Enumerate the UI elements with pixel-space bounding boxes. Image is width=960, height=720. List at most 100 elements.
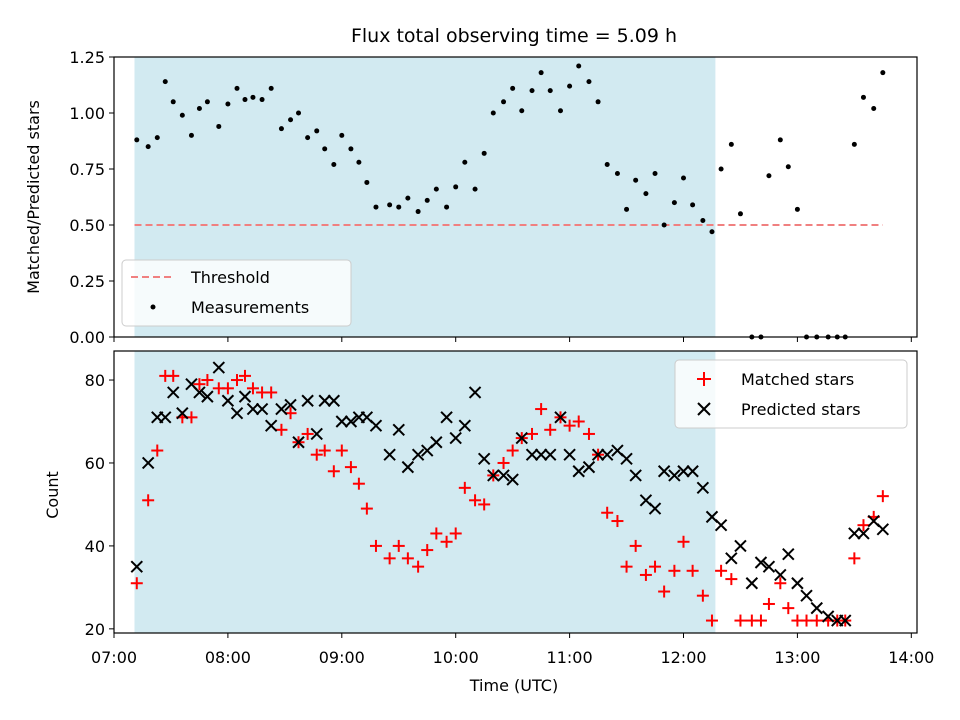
measurement-point [396, 204, 402, 210]
bottom-legend: Matched stars Predicted stars [674, 359, 908, 429]
predicted-star-marker [246, 402, 260, 416]
predicted-star-marker [857, 527, 870, 540]
measurement-point [154, 135, 160, 141]
matched-star-marker [478, 498, 491, 511]
xtick-label: 07:00 [91, 648, 137, 667]
bottom-ytick-label: 40 [85, 537, 105, 556]
matched-star-marker [201, 374, 214, 387]
measurement-point [681, 175, 687, 181]
predicted-star-marker [458, 419, 472, 432]
matched-star-marker [458, 481, 471, 494]
predicted-star-marker [657, 465, 671, 478]
predicted-star-marker [411, 448, 425, 461]
predicted-star-marker [745, 577, 759, 590]
matched-star-marker [800, 614, 813, 627]
matched-star-marker [469, 494, 482, 507]
matched-star-marker [352, 477, 365, 490]
top-ytick-label: 0.00 [69, 328, 105, 347]
matched-star-marker [526, 427, 539, 440]
predicted-star-marker [477, 452, 491, 466]
measurements-points [134, 63, 886, 340]
bottom-y-ticks: 20 40 60 80 [85, 371, 114, 639]
predicted-star-marker [292, 436, 305, 449]
matched-star-marker [810, 614, 823, 627]
top-panel: 0.00 0.25 0.50 0.75 1.00 1.25 Flux total obse… [24, 25, 918, 347]
measurement-point [737, 211, 743, 217]
matched-star-marker [782, 602, 795, 615]
predicted-star-marker [301, 394, 314, 407]
top-y-ticks: 0.00 0.25 0.50 0.75 1.00 1.25 [69, 48, 114, 347]
matched-star-marker [238, 369, 251, 382]
measurement-point [339, 132, 345, 138]
measurement-point [519, 108, 525, 114]
predicted-star-marker [167, 386, 180, 399]
predicted-star-marker [284, 398, 297, 412]
measurement-point [415, 209, 421, 215]
predicted-star-marker [554, 411, 567, 424]
predicted-star-marker [525, 448, 539, 461]
measurement-point [356, 159, 362, 165]
matched-star-marker [167, 369, 180, 382]
measurement-point [179, 112, 185, 118]
measurement-point [709, 229, 715, 235]
predicted-star-marker [754, 556, 768, 569]
matched-star-marker [392, 539, 405, 552]
matched-star-marker [301, 427, 314, 440]
matched-star-marker [440, 535, 453, 548]
measurement-point [373, 204, 379, 210]
measurement-point [557, 108, 563, 114]
predicted-star-marker [677, 465, 690, 478]
predicted-star-marker [686, 465, 699, 478]
measurement-point [880, 70, 886, 76]
matched-star-marker [344, 461, 357, 474]
matched-star-marker [686, 564, 699, 577]
matched-star-marker [639, 568, 652, 581]
predicted-star-marker [383, 448, 396, 461]
predicted-star-marker [591, 448, 605, 461]
matched-star-marker [151, 444, 164, 457]
predicted-star-marker [327, 394, 341, 407]
xtick-label: 14:00 [888, 648, 934, 667]
matched-star-marker [848, 552, 861, 565]
measurement-point [234, 85, 240, 91]
matched-star-marker [310, 448, 323, 461]
predicted-star-marker [130, 560, 143, 573]
matched-star-marker [360, 502, 373, 515]
xtick-label: 13:00 [774, 648, 820, 667]
measurement-point [259, 97, 265, 103]
bottom-legend-box [674, 359, 908, 429]
predicted-star-marker [344, 415, 358, 428]
measurement-point [567, 83, 573, 89]
predicted-star-marker [629, 469, 642, 482]
legend-threshold-label: Threshold [190, 268, 270, 287]
bottom-ytick-label: 20 [85, 620, 105, 639]
measurement-point [501, 99, 507, 105]
predicted-star-marker [544, 448, 557, 461]
top-y-axis-label: Matched/Predicted stars [24, 100, 43, 294]
predicted-star-marker [264, 419, 278, 432]
matched-star-marker [275, 423, 288, 436]
measurement-point [860, 94, 866, 100]
measurement-point [250, 94, 256, 100]
measurement-point [510, 85, 516, 91]
matched-star-marker [430, 527, 443, 540]
predicted-star-marker [762, 560, 776, 573]
predicted-star-marker [230, 406, 244, 420]
matched-star-marker [649, 560, 662, 573]
matched-star-marker [582, 427, 595, 440]
predicted-star-marker [497, 469, 510, 482]
measurement-point [586, 79, 592, 85]
predicted-star-marker [725, 552, 738, 565]
measurement-point [331, 162, 337, 168]
matched-star-marker [601, 506, 614, 519]
xtick-label: 08:00 [205, 648, 251, 667]
measurement-point [314, 128, 320, 134]
predicted-star-marker [563, 448, 576, 461]
matched-star-marker [401, 552, 414, 565]
predicted-star-marker [221, 394, 235, 407]
measurement-point [690, 202, 696, 208]
predicted-star-marker [392, 423, 405, 437]
xtick-label: 10:00 [433, 648, 479, 667]
measurement-point [633, 177, 639, 183]
matched-star-marker [754, 614, 767, 627]
